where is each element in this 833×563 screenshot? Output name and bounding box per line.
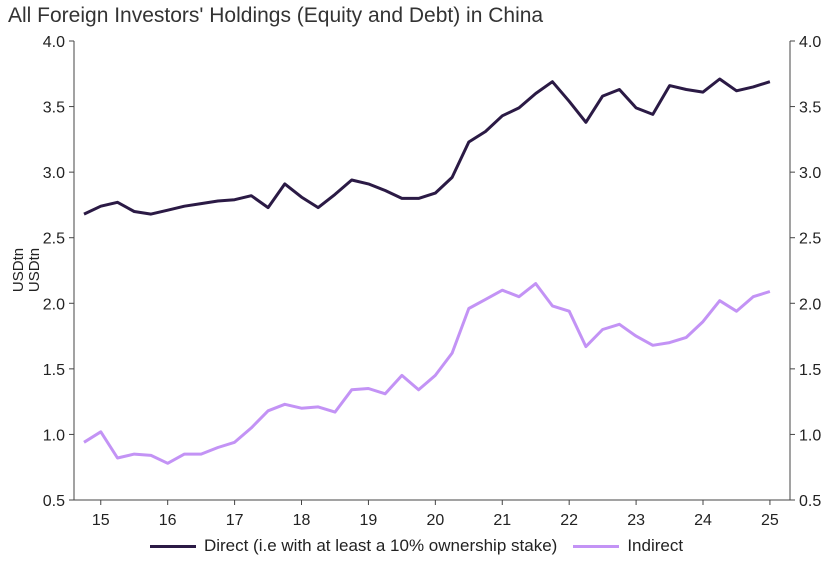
y-axis-label-secondary: USDtn <box>26 248 43 292</box>
x-tick-label: 15 <box>92 512 110 529</box>
axes-layer: 0.5 0.5 1.0 1.0 1.5 1.5 2.0 2.0 2.5 2.5 3.0 3.0 3.5 3… <box>43 34 822 529</box>
y-tick-label-right: 1.5 <box>799 362 821 379</box>
ylabel-layer: USDtn USDtn <box>10 248 43 292</box>
y-tick-label-left: 2.5 <box>43 231 65 248</box>
y-tick-label-left: 4.0 <box>43 34 65 51</box>
x-tick-label: 23 <box>627 512 645 529</box>
x-tick-label: 16 <box>159 512 177 529</box>
x-tick-label: 22 <box>560 512 578 529</box>
series-line-indirect <box>83 282 771 465</box>
legend-label-direct: Direct (i.e with at least a 10% ownershi… <box>203 536 558 555</box>
x-tick-label: 21 <box>493 512 511 529</box>
y-tick-label-right: 0.5 <box>799 493 821 510</box>
legend: Direct (i.e with at least a 10% ownershi… <box>0 536 833 556</box>
chart-title: All Foreign Investors' Holdings (Equity … <box>8 4 544 27</box>
y-tick-label-right: 2.0 <box>799 296 821 313</box>
legend-swatch-direct <box>149 544 196 548</box>
y-tick-label-left: 1.0 <box>43 427 65 444</box>
y-tick-label-right: 4.0 <box>799 34 821 51</box>
y-axis-label: USDtn <box>10 248 27 292</box>
series-line-direct <box>83 77 771 216</box>
x-tick-label: 20 <box>426 512 444 529</box>
y-tick-label-left: 3.5 <box>43 100 65 117</box>
y-tick-label-right: 1.0 <box>799 427 821 444</box>
y-tick-label-right: 3.0 <box>799 165 821 182</box>
y-tick-label-left: 2.0 <box>43 296 65 313</box>
legend-item-direct: Direct (i.e with at least a 10% ownershi… <box>149 536 558 556</box>
y-tick-label-left: 1.5 <box>43 362 65 379</box>
y-tick-label-right: 3.5 <box>799 100 821 117</box>
x-tick-label: 19 <box>360 512 378 529</box>
y-tick-label-left: 3.0 <box>43 165 65 182</box>
x-tick-label: 25 <box>761 512 779 529</box>
y-tick-label-left: 0.5 <box>43 493 65 510</box>
x-tick-label: 24 <box>694 512 712 529</box>
x-tick-label: 18 <box>293 512 311 529</box>
legend-swatch-indirect <box>573 544 620 548</box>
legend-item-indirect: Indirect <box>573 536 683 556</box>
x-tick-label: 17 <box>226 512 244 529</box>
legend-label-indirect: Indirect <box>627 536 684 555</box>
y-tick-label-right: 2.5 <box>799 231 821 248</box>
series-layer <box>83 77 771 465</box>
